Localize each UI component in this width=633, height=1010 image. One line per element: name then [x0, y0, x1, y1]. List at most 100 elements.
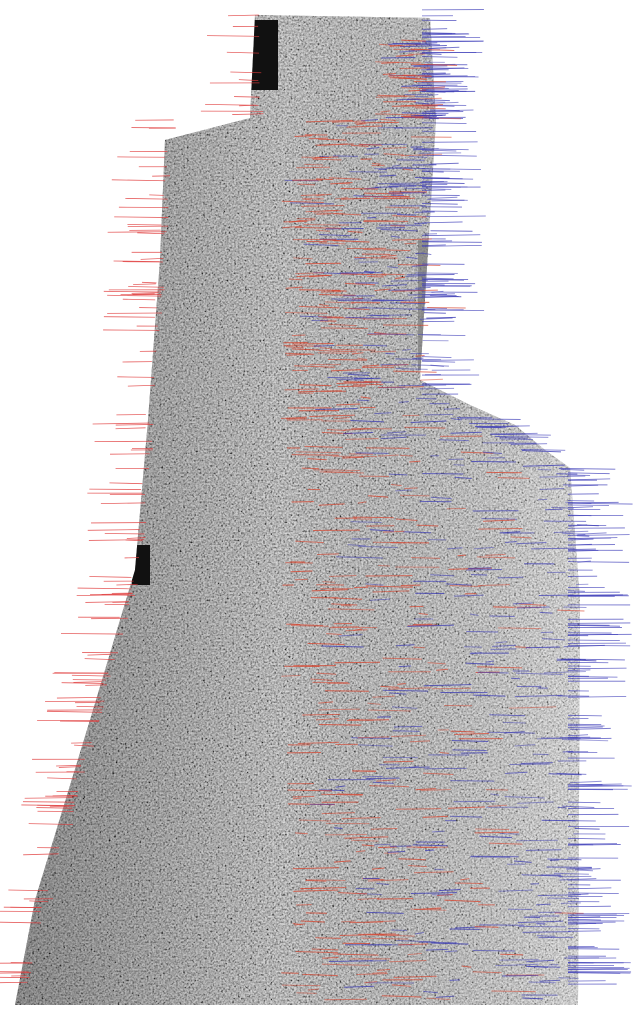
streak: [371, 351, 396, 352]
streak: [519, 926, 567, 927]
streak: [296, 993, 316, 994]
streak: [561, 903, 581, 904]
streak: [568, 949, 619, 950]
streak: [50, 806, 69, 807]
streak: [568, 906, 611, 907]
streak: [319, 725, 361, 726]
streak: [304, 164, 323, 165]
streak: [500, 834, 519, 835]
streak: [500, 954, 523, 955]
streak: [424, 313, 446, 314]
streak: [333, 156, 358, 157]
streak: [324, 472, 354, 473]
streak: [399, 402, 409, 403]
streak: [127, 224, 161, 225]
streak: [425, 414, 454, 415]
streak: [454, 465, 465, 466]
streak: [393, 49, 414, 50]
streak: [405, 243, 417, 244]
streak: [491, 991, 535, 992]
streak: [545, 509, 563, 510]
streak: [568, 893, 619, 894]
streak: [321, 328, 368, 329]
streak: [452, 750, 486, 751]
streak: [450, 781, 494, 782]
streak: [323, 582, 336, 583]
streak: [349, 172, 387, 173]
streak: [473, 950, 515, 951]
streak: [355, 122, 399, 123]
streak: [454, 801, 496, 802]
streak: [389, 303, 425, 304]
scene: [0, 0, 633, 1010]
streak: [400, 495, 430, 496]
streak: [425, 850, 434, 851]
streak: [427, 307, 466, 308]
streak: [478, 672, 509, 673]
streak: [568, 591, 585, 592]
streak: [316, 214, 331, 215]
streak: [391, 930, 407, 931]
streak: [337, 794, 363, 795]
streak: [315, 938, 340, 939]
streak: [385, 353, 394, 354]
streak: [529, 982, 556, 983]
streak: [575, 829, 600, 830]
streak: [455, 883, 483, 884]
streak: [363, 318, 406, 319]
streak: [415, 253, 424, 254]
page-body: (() => { JSON.parse(document.getElementB…: [0, 0, 633, 1010]
streak: [353, 517, 394, 518]
streak: [466, 569, 501, 570]
streak: [559, 978, 579, 979]
streak: [555, 913, 584, 914]
streak: [355, 453, 388, 454]
streak: [357, 400, 369, 401]
streak: [409, 309, 435, 310]
streak: [378, 183, 424, 184]
streak: [475, 829, 509, 830]
streak: [458, 555, 466, 556]
streak: [568, 715, 602, 716]
streak: [475, 927, 499, 928]
streak: [332, 291, 347, 292]
streak: [292, 335, 305, 336]
streak: [363, 345, 387, 346]
streak: [334, 828, 342, 829]
streak: [568, 844, 617, 845]
streak: [422, 473, 463, 474]
streak: [396, 809, 441, 810]
streak: [132, 293, 159, 294]
streak: [394, 726, 423, 727]
streak: [511, 678, 520, 679]
streak: [404, 488, 417, 489]
streak: [413, 647, 424, 648]
streak: [478, 528, 522, 529]
streak: [332, 627, 378, 628]
streak: [397, 215, 416, 216]
streak: [291, 571, 313, 572]
streak: [313, 470, 360, 471]
streak: [334, 662, 380, 663]
streak: [367, 276, 384, 277]
streak: [415, 273, 458, 274]
streak: [468, 568, 491, 569]
streak: [457, 417, 492, 418]
streak: [292, 455, 339, 456]
streak: [302, 714, 340, 715]
streak: [471, 856, 519, 857]
streak: [526, 850, 561, 851]
streak: [415, 356, 424, 357]
streak: [416, 398, 437, 399]
streak: [366, 448, 409, 449]
streak: [422, 171, 444, 172]
streak: [389, 474, 408, 475]
streak: [516, 840, 558, 841]
streak: [368, 272, 383, 273]
streak: [309, 138, 328, 139]
streak: [313, 159, 341, 160]
streak: [317, 554, 339, 555]
streak: [330, 350, 376, 351]
streak: [328, 359, 367, 360]
streak: [434, 869, 443, 870]
